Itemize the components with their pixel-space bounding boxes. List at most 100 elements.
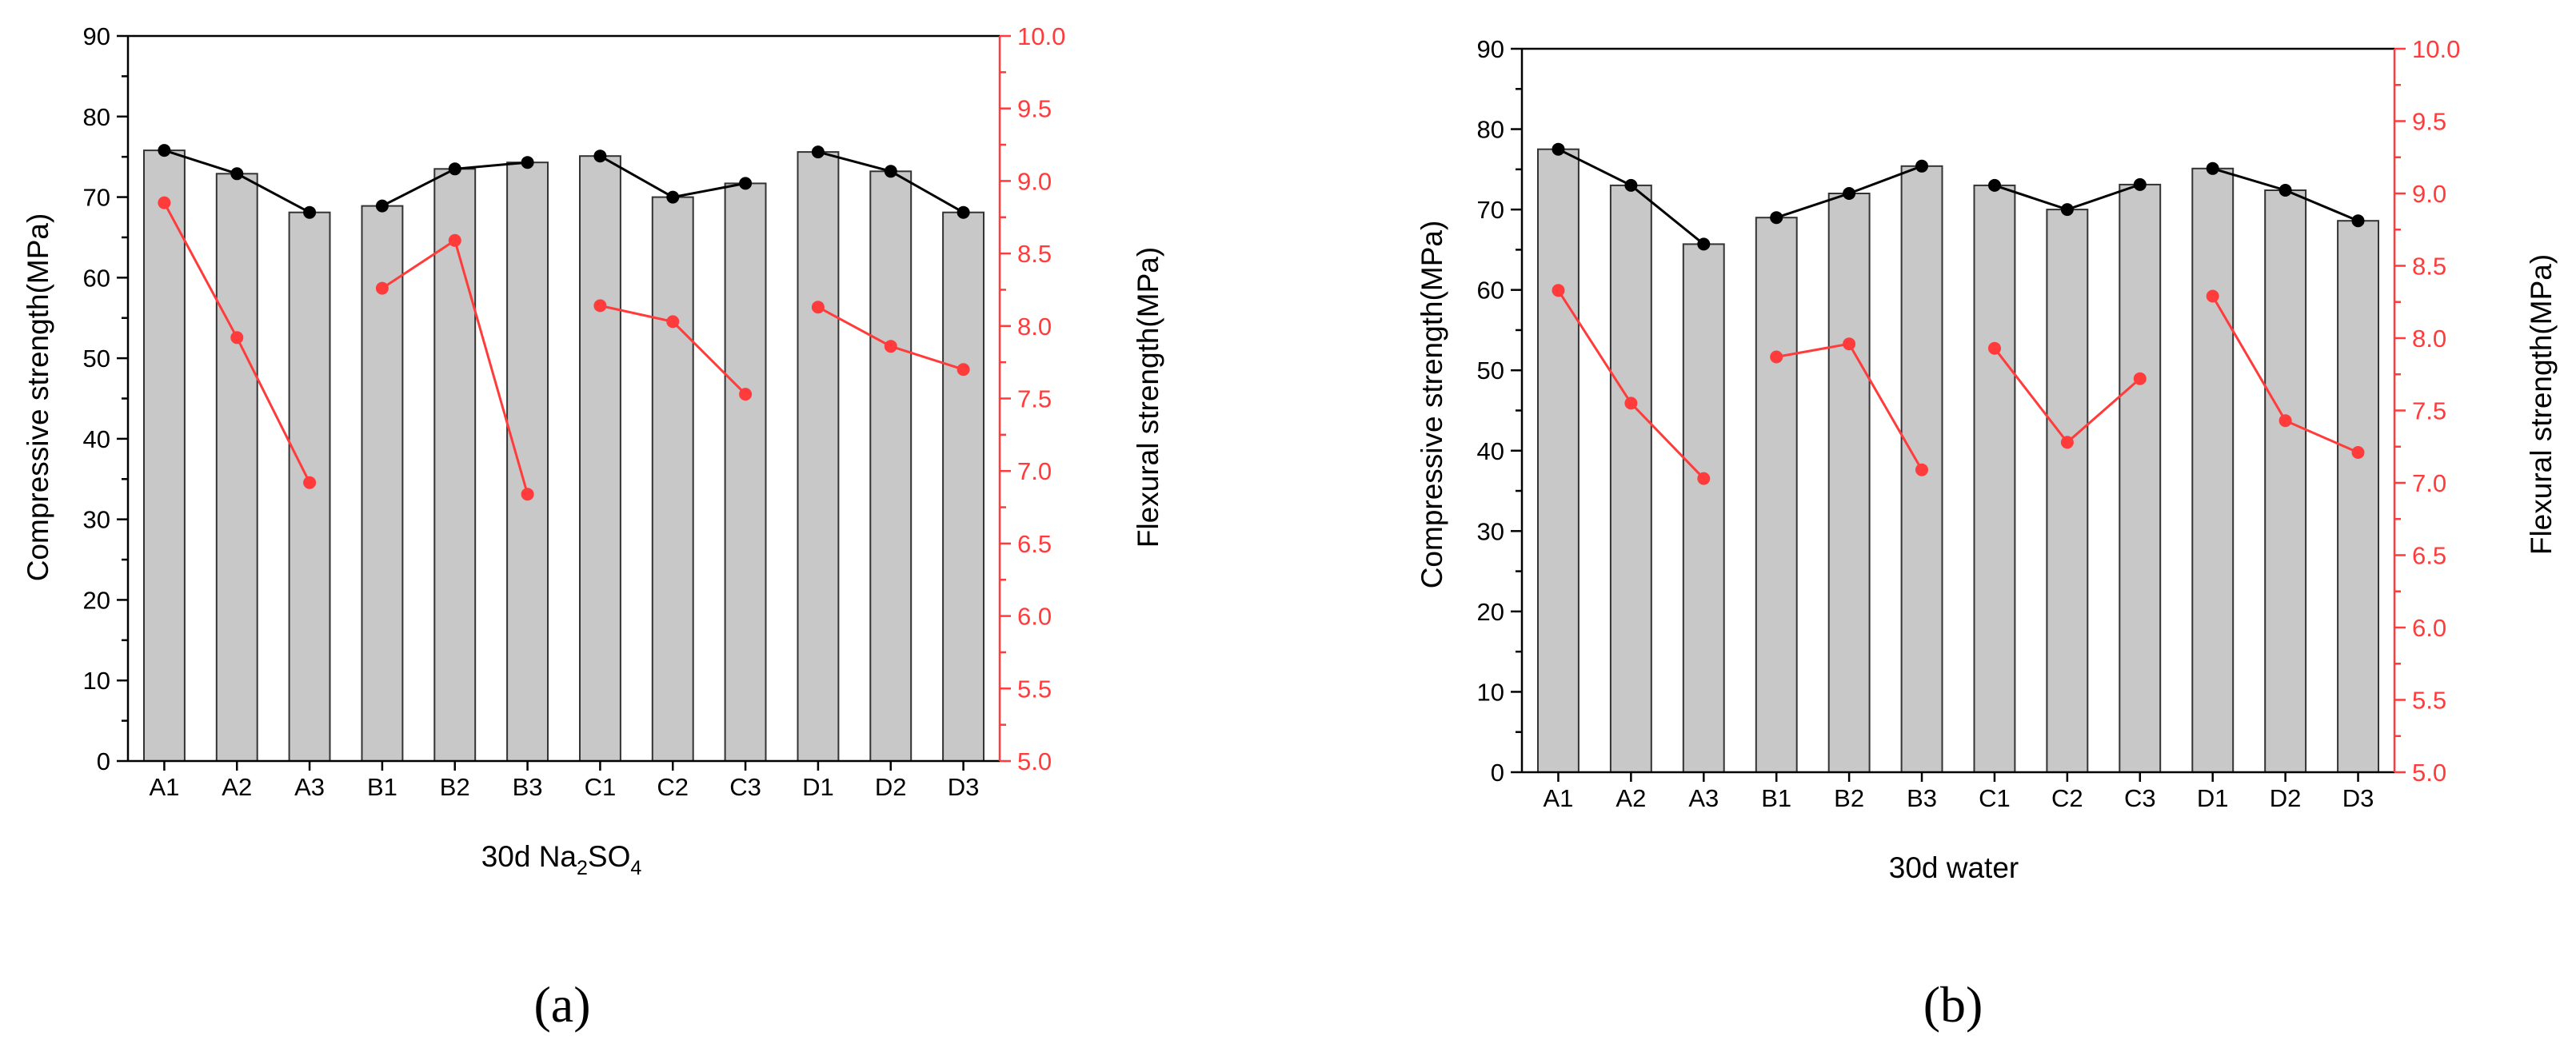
chart-a-compressive-point-D2 — [884, 165, 897, 178]
chart-a-bar-D2 — [869, 170, 913, 763]
chart-a-xtick-label-B3: B3 — [513, 773, 543, 801]
chart-b-xtick-label-A1: A1 — [1543, 784, 1573, 812]
chart-b-flexural-point-D3 — [2351, 446, 2365, 459]
chart-a-panel-label: (a) — [533, 976, 590, 1033]
chart-a-flexural-point-B3 — [521, 488, 534, 501]
chart-b-flexural-point-B1 — [1770, 350, 1783, 364]
chart-a-ytick-label-80: 80 — [83, 103, 110, 131]
chart-a-compressive-point-A2 — [230, 167, 244, 181]
chart-b-compressive-point-A1 — [1552, 142, 1565, 156]
chart-b-compressive-point-C3 — [2133, 177, 2147, 191]
chart-a-flexural-point-B1 — [375, 281, 389, 295]
chart-a-bar-D1 — [797, 151, 840, 763]
chart-b-flexural-point-C1 — [1988, 341, 2001, 355]
chart-b-xtick-label-B2: B2 — [1834, 784, 1864, 812]
chart-a-ytick-label-60: 60 — [83, 264, 110, 292]
chart-b-y2label: Flexural strength(MPa) — [2525, 254, 2558, 555]
chart-a-xtick-label-A1: A1 — [149, 773, 179, 801]
chart-b-flexural-point-B2 — [1843, 337, 1856, 351]
chart-a-y2tick-label-6.0: 6.0 — [1017, 603, 1052, 631]
chart-a-flexural-point-B2 — [448, 233, 461, 247]
chart-b-xtick-label-D2: D2 — [2270, 784, 2302, 812]
chart-a-ytick-label-0: 0 — [97, 747, 110, 775]
chart-b-ytick-label-50: 50 — [1477, 357, 1504, 385]
chart-b-panel-label: (b) — [1923, 976, 1983, 1033]
chart-b-xtick-label-B1: B1 — [1761, 784, 1791, 812]
chart-b-xtick-label-A3: A3 — [1688, 784, 1719, 812]
chart-a-xtick-label-C3: C3 — [729, 773, 761, 801]
chart-a-y2tick-label-9.5: 9.5 — [1017, 95, 1052, 123]
chart-a-ytick-label-50: 50 — [83, 345, 110, 373]
chart-a-bar-B2 — [433, 168, 477, 763]
chart-b-flexural-point-A1 — [1552, 284, 1565, 297]
chart-b-y2tick-label-6.0: 6.0 — [2412, 614, 2446, 642]
chart-b-y2tick-label-8.5: 8.5 — [2412, 253, 2446, 281]
chart-b-xtick-label-C2: C2 — [2051, 784, 2083, 812]
chart-a-compressive-point-A1 — [158, 144, 171, 157]
chart-b-ytick-label-0: 0 — [1491, 759, 1504, 787]
chart-a-flexural-point-C2 — [666, 315, 680, 329]
chart-a-flexural-point-D1 — [811, 301, 825, 314]
chart-a-ytick-label-20: 20 — [83, 586, 110, 614]
chart-b-compressive-point-C2 — [2060, 203, 2074, 217]
chart-a-bar-C2 — [651, 196, 694, 763]
chart-a-y2tick-label-9.0: 9.0 — [1017, 167, 1052, 195]
chart-b-bar-B1 — [1755, 217, 1798, 773]
chart-b-ytick-label-70: 70 — [1477, 196, 1504, 224]
chart-b-compressive-point-B2 — [1843, 187, 1856, 200]
chart-b-ylabel: Compressive strength(MPa) — [1416, 221, 1448, 589]
chart-b-compressive-point-B1 — [1770, 211, 1783, 225]
chart-a-bar-C1 — [579, 155, 621, 762]
chart-a-flexural-point-A1 — [158, 196, 171, 209]
chart-b-bar-B2 — [1827, 193, 1871, 773]
chart-a-y2tick-label-8.5: 8.5 — [1017, 240, 1052, 268]
chart-b-xtick-label-D1: D1 — [2197, 784, 2229, 812]
chart-b-bar-C2 — [2046, 209, 2089, 774]
chart-a-plot: 0 10 20 30 40 50 60 70 80 90 5.0 5.5 6.0 6.5 7.0 7.5 8.0… — [83, 22, 1066, 801]
chart-a-xtick-label-B2: B2 — [440, 773, 470, 801]
chart-a-compressive-point-B3 — [521, 156, 534, 169]
chart-b-y2tick-label-5.0: 5.0 — [2412, 759, 2446, 787]
chart-a-y2tick-label-10.0: 10.0 — [1017, 22, 1065, 50]
chart-b-compressive-point-D1 — [2206, 161, 2219, 175]
chart-b-bar-D2 — [2264, 189, 2307, 773]
chart-a-y2tick-label-8.0: 8.0 — [1017, 313, 1052, 341]
chart-a-xtick-label-A2: A2 — [222, 773, 252, 801]
chart-a-flexural-point-A3 — [303, 476, 317, 489]
chart-b-compressive-point-C1 — [1988, 178, 2001, 192]
chart-b-bar-A3 — [1682, 243, 1725, 773]
chart-b-bar-D1 — [2191, 167, 2235, 774]
chart-b-xlabel: 30d water — [1889, 851, 2019, 884]
chart-b-y2tick-label-6.5: 6.5 — [2412, 542, 2446, 570]
chart-b-flexural-point-C3 — [2133, 372, 2147, 385]
chart-a-compressive-point-B2 — [448, 162, 461, 176]
chart-a-xtick-label-C1: C1 — [585, 773, 617, 801]
chart-a-flexural-point-C1 — [593, 299, 607, 313]
chart-a-ytick-label-40: 40 — [83, 425, 110, 453]
chart-a-compressive-point-C3 — [739, 177, 753, 190]
chart-b-y2tick-label-9.5: 9.5 — [2412, 108, 2446, 136]
chart-b-bar-C1 — [1973, 184, 2016, 773]
chart-b-flexural-point-C2 — [2060, 436, 2074, 449]
chart-a-flexural-point-D2 — [884, 340, 897, 353]
chart-b-ytick-label-60: 60 — [1477, 277, 1504, 305]
chart-a-xtick-label-D2: D2 — [875, 773, 907, 801]
chart-a-bar-C3 — [724, 182, 767, 762]
chart-a-bar-D3 — [942, 211, 984, 762]
chart-a-flexural-point-D3 — [957, 363, 970, 377]
chart-b-ytick-label-90: 90 — [1477, 35, 1504, 63]
chart-a-flexural-point-C3 — [739, 388, 753, 401]
chart-b-bar-A1 — [1537, 148, 1580, 773]
chart-b-bar-D3 — [2337, 220, 2380, 773]
chart-b: Compressive strength(MPa) Flexural stren… — [1416, 221, 2558, 1033]
chart-a-compressive-point-B1 — [375, 199, 389, 213]
chart-b-plot: 0 10 20 30 40 50 60 70 80 90 5.0 5.5 6.0 6.5 7.0 7.5 8.0… — [1477, 35, 2461, 812]
chart-a-y2label: Flexural strength(MPa) — [1132, 247, 1164, 548]
chart-b-bar-A2 — [1609, 184, 1652, 773]
chart-a-ytick-label-90: 90 — [83, 22, 110, 50]
chart-a-compressive-point-D3 — [957, 205, 970, 219]
chart-b-xtick-label-C1: C1 — [1979, 784, 2011, 812]
chart-a-bar-A1 — [143, 149, 186, 763]
chart-a-y2tick-label-7.0: 7.0 — [1017, 457, 1052, 485]
chart-a-bar-A3 — [288, 211, 331, 762]
